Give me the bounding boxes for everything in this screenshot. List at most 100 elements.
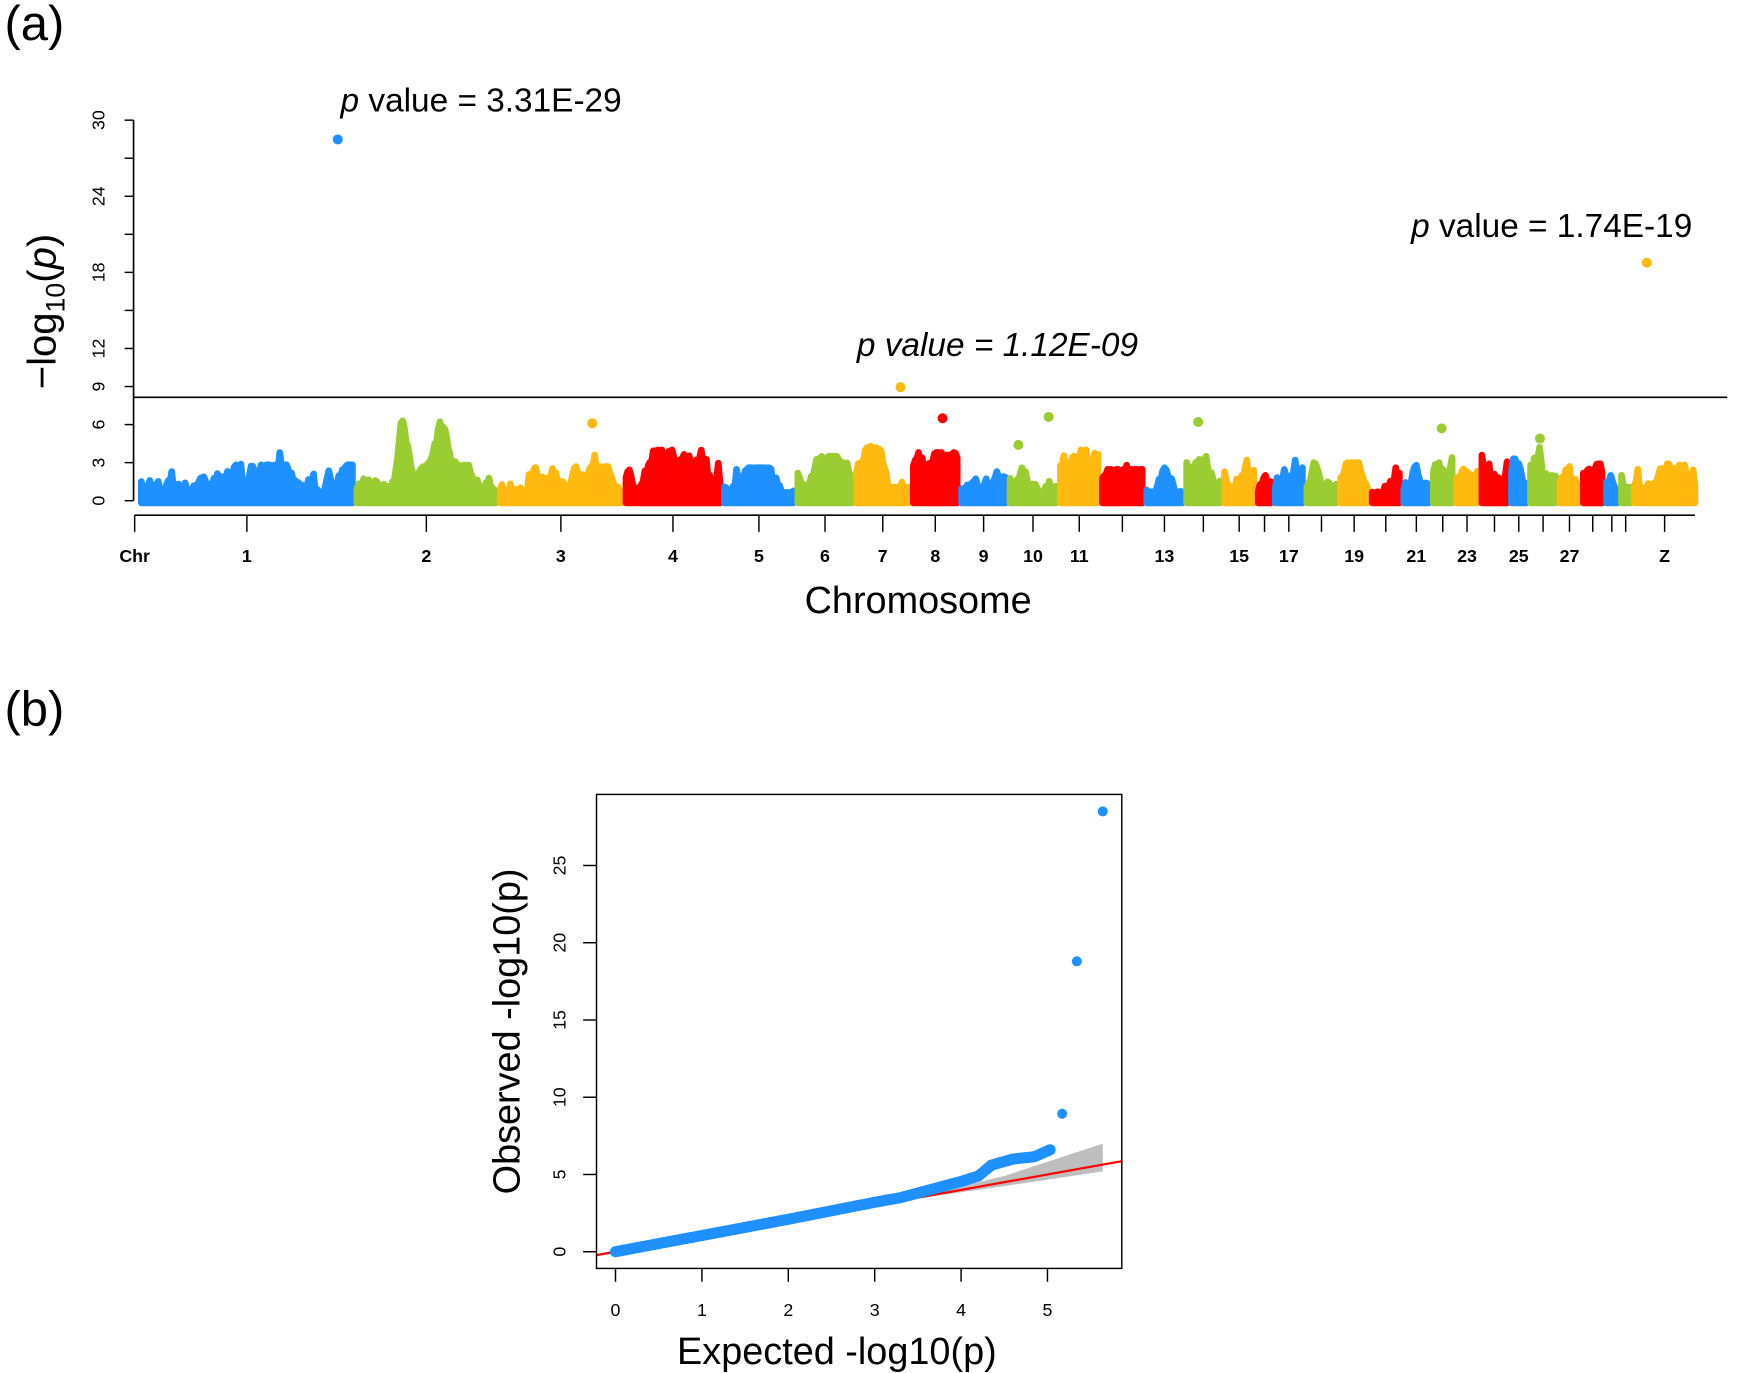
chromosome-block [958,468,1009,507]
qq-y-tick-label: 10 [549,1087,569,1107]
y-tick-label: 3 [89,458,109,468]
chromosome-block [137,449,356,507]
qq-x-tick-label: 1 [697,1300,707,1320]
chromosome-block [1478,451,1511,507]
chromosome-block [1400,461,1433,507]
snp-point [1641,257,1652,268]
qq-x-tick-label: 3 [870,1300,880,1320]
snp-point [895,382,906,393]
x-tick-label: 11 [1070,546,1089,566]
qq-x-tick-label: 4 [956,1300,966,1320]
snp-point [1043,411,1054,422]
y-tick-label: 12 [89,339,109,359]
x-tick-label: 17 [1279,546,1299,566]
snp-point [332,134,343,145]
manhattan-y-ticks: 0 3 6 9 12 18 24 30 [89,110,134,506]
chromosome-block [1508,455,1530,507]
chromosome-block [1630,460,1699,507]
x-tick-label: 3 [556,546,566,566]
qq-x-tick-label: 2 [783,1300,793,1320]
qq-y-tick-label: 0 [549,1247,569,1257]
x-tick-label: 2 [421,546,431,566]
x-tick-label: Z [1659,546,1670,566]
chromosome-block [1556,463,1583,507]
chromosome-block [353,417,500,507]
y-tick-label: 6 [89,420,109,430]
qq-x-tick-label: 0 [611,1300,621,1320]
chromosome-block [910,449,961,507]
chromosome-block [721,464,797,507]
y-tick-label: 30 [89,110,109,130]
x-tick-label: 27 [1560,546,1580,566]
annotation-chrZ: p value = 1.74E-19 [1410,208,1692,245]
chromosome-block [1579,460,1606,507]
panel-label-a: (a) [4,0,64,51]
annotation-chr7: p value = 1.12E-09 [856,327,1138,364]
x-tick-label: 10 [1023,546,1043,566]
snp-point [1193,417,1204,428]
annotation-chr1: p value = 3.31E-29 [340,82,622,119]
chromosome-block [1254,471,1275,507]
qq-x-ticks: 0 1 2 3 4 5 [611,1268,1053,1320]
x-tick-label: 5 [754,546,764,566]
x-tick-label: 15 [1229,546,1249,566]
x-tick-label: 13 [1155,546,1175,566]
qq-outlier-point [1097,806,1108,817]
chromosome-block [1368,464,1403,507]
qq-y-tick-label: 25 [549,855,569,875]
chromosome-block [1143,464,1186,507]
qq-y-ticks: 0 5 10 15 20 25 [549,855,597,1257]
x-tick-label: 8 [930,546,940,566]
chromosome-block [496,451,625,507]
chromosome-block [1603,471,1621,507]
x-tick-label: 25 [1509,546,1529,566]
x-tick-label: 4 [668,546,678,566]
manhattan-chromosome-blocks [137,417,1699,507]
chromosome-block [1429,454,1456,507]
snp-point [1534,433,1545,444]
manhattan-highlight-points [332,134,1652,450]
chromosome-block [1099,461,1146,507]
chromosome-block [1453,465,1481,507]
x-tick-label: Chr [119,546,150,566]
qq-y-tick-label: 20 [549,933,569,953]
manhattan-y-label: −log10(p) [21,234,71,389]
x-tick-label: 19 [1344,546,1364,566]
qq-y-tick-label: 15 [549,1010,569,1030]
y-tick-label: 18 [89,262,109,282]
snp-point [937,413,948,424]
qq-outlier-point [1057,1108,1068,1119]
manhattan-x-label: Chromosome [805,580,1032,622]
qq-x-tick-label: 5 [1043,1300,1053,1320]
manhattan-x-ticks: Chr 1 2 3 4 5 6 7 8 9 10 11 13 15 17 19 21 23 25 27 Z [119,515,1670,566]
qq-plot: 0 1 2 3 4 5 0 5 10 15 20 25 Expected -log10(p) Obs… [487,793,1123,1373]
snp-point [1013,439,1024,450]
qq-x-label: Expected -log10(p) [677,1331,997,1373]
qq-points [609,806,1108,1258]
qq-outlier-point [1071,956,1082,967]
chromosome-block [1303,459,1340,507]
y-tick-label: 0 [89,496,109,506]
qq-plot-frame [595,793,1123,1270]
chromosome-block [1006,464,1060,507]
chromosome-block [1221,456,1258,507]
chromosome-block [622,446,724,507]
y-tick-label: 24 [89,186,109,206]
qq-point [1044,1144,1056,1156]
snp-point [1436,423,1447,434]
x-tick-label: 23 [1457,546,1477,566]
x-tick-label: 21 [1406,546,1426,566]
chromosome-block [794,452,856,507]
chromosome-block [1183,452,1224,507]
x-tick-label: 9 [979,546,989,566]
chromosome-block [853,442,913,507]
snp-point [587,418,598,429]
chromosome-block [1618,471,1634,507]
x-tick-label: 6 [820,546,830,566]
chromosome-block [1271,456,1306,507]
qq-y-tick-label: 5 [549,1169,569,1179]
qq-y-label: Observed -log10(p) [487,868,529,1194]
x-tick-label: 1 [242,546,252,566]
